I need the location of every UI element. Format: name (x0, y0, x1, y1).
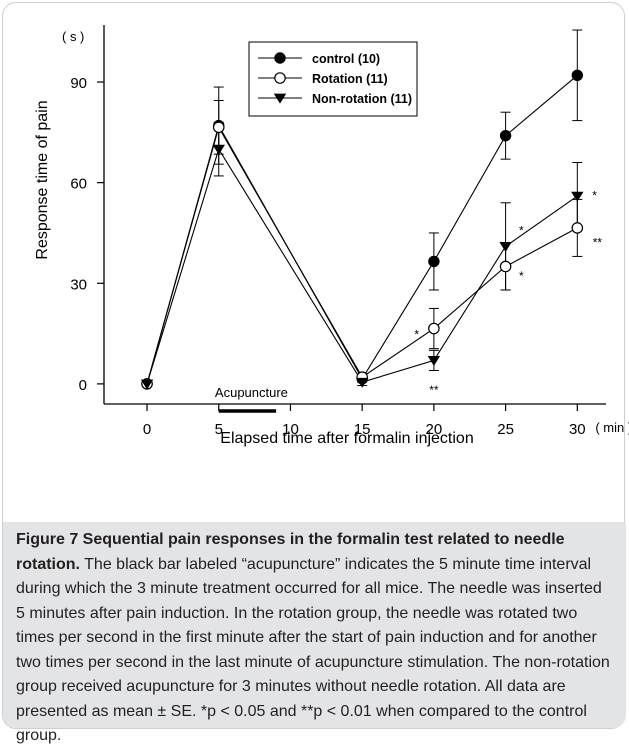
y-tick-label: 0 (79, 377, 87, 394)
y-tick-label: 60 (70, 176, 87, 193)
x-tick-label: 0 (143, 421, 151, 438)
acupuncture-label: Acupuncture (215, 385, 288, 400)
data-point (274, 52, 286, 64)
x-tick-label: 20 (426, 421, 443, 438)
legend-label: control (10) (312, 52, 380, 66)
y-tick-label: 90 (70, 75, 87, 92)
data-point (355, 377, 369, 388)
y-unit-label: ( s ) (62, 29, 84, 44)
data-point (499, 260, 512, 273)
legend-label: Rotation (11) (312, 72, 388, 86)
chart-marks (140, 29, 584, 413)
y-axis-title: Response time of pain (34, 100, 51, 259)
x-tick-label: 15 (354, 421, 371, 438)
chart-legend: control (10) Rotation (11) Non-rotation (1… (248, 41, 418, 117)
y-tick-label: 30 (70, 276, 87, 293)
data-point (571, 191, 584, 202)
x-tick-label: 25 (497, 421, 514, 438)
chart-axes (97, 25, 606, 411)
data-point (274, 72, 286, 84)
x-unit-label: ( min ) (595, 420, 629, 435)
caption-title: Figure 7 Sequential pain responses in th… (16, 531, 565, 573)
significance-marker: * (414, 328, 419, 342)
x-tick-label: 5 (215, 421, 223, 438)
line-chart: 0 30 60 90 0 5 10 15 20 25 30 Elapsed time after fo… (34, 25, 629, 447)
caption-body: The black bar labeled “acupuncture” indi… (16, 555, 610, 745)
data-point (499, 129, 512, 142)
data-point (428, 255, 440, 268)
data-point (140, 379, 154, 390)
significance-marker: * (519, 269, 524, 283)
significance-marker: ** (593, 235, 603, 249)
x-tick-label: 30 (569, 421, 586, 438)
series-line (146, 74, 578, 385)
data-point (571, 222, 584, 234)
data-point (427, 356, 441, 366)
x-tick-label: 10 (282, 421, 299, 438)
data-point (212, 121, 225, 134)
significance-marker: ** (429, 383, 439, 397)
series-line (146, 125, 578, 385)
x-axis-title: Elapsed time after formalin injection (220, 430, 473, 447)
data-point (212, 144, 225, 155)
chart-labels: 0 30 60 90 0 5 10 15 20 25 30 Elapsed time after fo… (34, 29, 629, 447)
significance-marker: * (519, 224, 524, 238)
significance-marker: * (592, 188, 597, 202)
legend-label: Non-rotation (11) (312, 92, 412, 106)
data-point (499, 242, 512, 252)
data-point (571, 69, 584, 82)
figure-caption: Figure 7 Sequential pain responses in th… (16, 528, 614, 749)
data-point (428, 322, 440, 335)
data-point (273, 93, 287, 104)
caption-background (3, 522, 626, 728)
series-line (146, 147, 578, 385)
